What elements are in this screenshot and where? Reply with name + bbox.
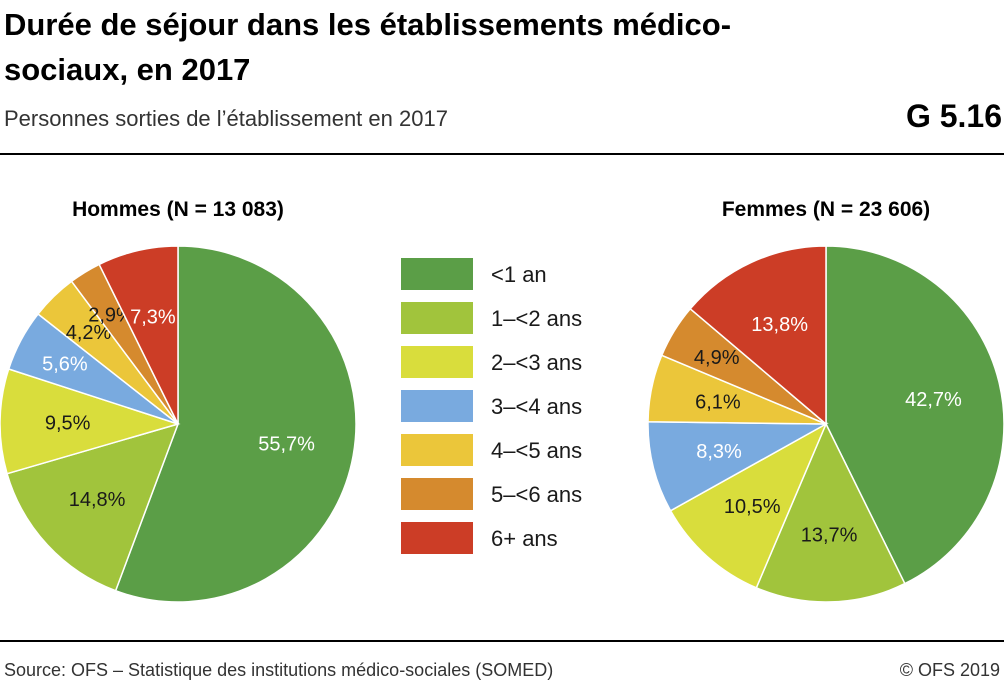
legend-swatch-6-ans	[401, 522, 473, 554]
pie-data-label: 7,3%	[130, 307, 176, 329]
legend-swatch-5-6-ans	[401, 478, 473, 510]
pie-slice-3-4-ans	[647, 421, 829, 512]
legend-swatch-1-2-ans	[401, 302, 473, 334]
top-divider	[0, 153, 1004, 155]
pie-data-label: 13,7%	[801, 524, 858, 546]
legend: <1 an 1–<2 ans 2–<3 ans 3–<4 ans 4–<5 ans 5–<…	[401, 258, 582, 554]
pie-slice-1-2-ans	[755, 422, 906, 603]
pie-data-label: 4,9%	[694, 347, 740, 369]
legend-label: 1–<2 ans	[491, 306, 582, 331]
legend-label: <1 an	[491, 262, 547, 287]
legend-label: 6+ ans	[491, 526, 558, 551]
pie-slice-1-2-ans	[6, 422, 180, 592]
pie-data-label: 9,5%	[45, 412, 91, 434]
legend-swatch-2-3-ans	[401, 346, 473, 378]
pie-data-label: 10,5%	[724, 496, 781, 518]
pie-data-label: 5,6%	[42, 354, 88, 376]
copyright-note: © OFS 2019	[899, 660, 1000, 680]
pie-slice-1-an	[825, 245, 1004, 585]
pie-slice-1-an	[114, 245, 357, 603]
pie-data-label: 6,1%	[695, 392, 741, 414]
legend-swatch-4-5-ans	[401, 434, 473, 466]
legend-swatch-3-4-ans	[401, 390, 473, 422]
chart-title: Durée de séjour dans les établissements …	[4, 7, 732, 87]
pie-title: Femmes (N = 23 606)	[722, 198, 930, 221]
pie-slice-6-ans	[98, 245, 179, 425]
legend-label: 4–<5 ans	[491, 438, 582, 463]
chart-code: G 5.16	[905, 98, 1002, 134]
chart-subtitle: Personnes sorties de l’établissement en …	[4, 106, 448, 131]
pie-title: Hommes (N = 13 083)	[72, 198, 284, 221]
legend-label: 5–<6 ans	[491, 482, 582, 507]
legend-label: 3–<4 ans	[491, 394, 582, 419]
pie-data-label: 13,8%	[751, 314, 808, 336]
pie-femmes: Femmes (N = 23 606) 42,7% 13,7% 10,5% 8,3% 6,…	[647, 198, 1004, 603]
pie-data-label: 8,3%	[696, 441, 742, 463]
bottom-divider	[0, 640, 1004, 642]
pie-slice-2-3-ans	[0, 368, 181, 475]
pie-slice-2-3-ans	[669, 422, 828, 589]
legend-label: 2–<3 ans	[491, 350, 582, 375]
pie-hommes: Hommes (N = 13 083) 55,7% 14,8% 9,5% 5,6% 4,2…	[0, 198, 357, 603]
pie-data-label: 4,2%	[66, 322, 112, 344]
pie-data-label: 42,7%	[905, 389, 962, 411]
pie-data-label: 55,7%	[258, 434, 315, 456]
legend-swatch-1-an	[401, 258, 473, 290]
pie-data-label: 14,8%	[69, 489, 126, 511]
pie-slice-6-ans	[689, 245, 827, 426]
source-note: Source: OFS – Statistique des institutio…	[4, 660, 554, 680]
